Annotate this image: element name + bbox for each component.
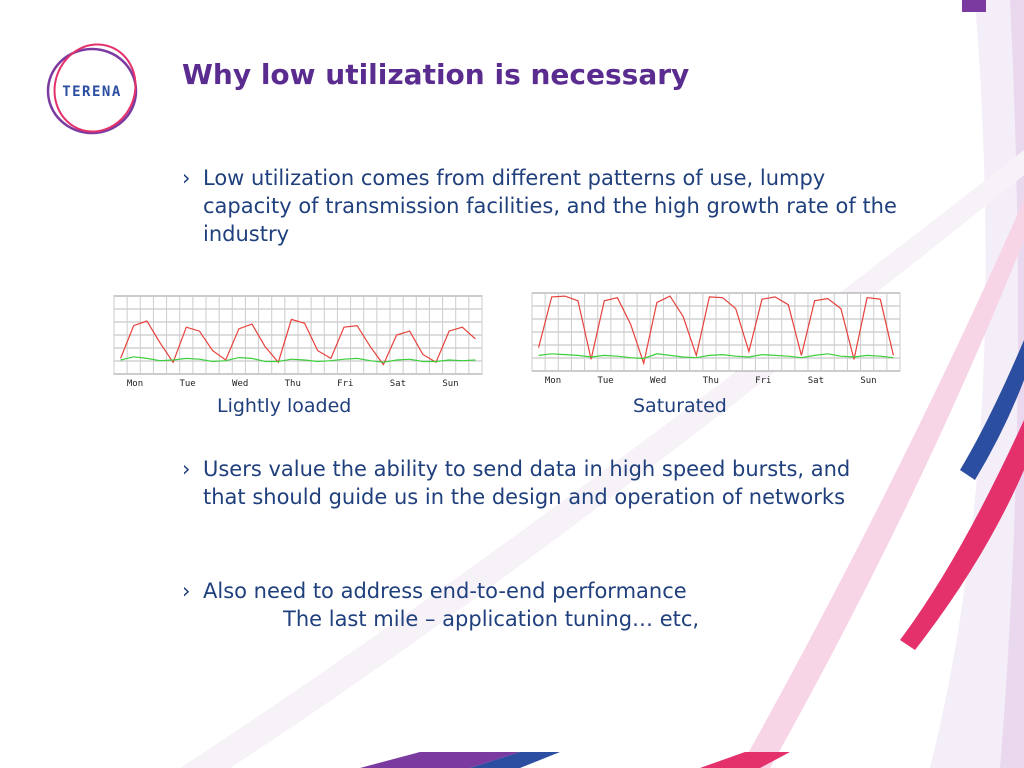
x-tick-label: Thu <box>703 376 719 386</box>
bullet-text: Also need to address end-to-end performa… <box>203 579 687 603</box>
x-tick-label: Wed <box>232 379 248 389</box>
swoosh <box>900 420 1024 650</box>
x-tick-label: Mon <box>127 379 143 389</box>
bullet: › Also need to address end-to-end perfor… <box>182 577 1003 633</box>
bullet-marker: › <box>182 579 191 603</box>
swoosh <box>1000 0 1024 768</box>
bullet-marker: › <box>182 457 191 481</box>
series-line <box>538 295 894 366</box>
logo-text: TERENA <box>62 84 122 100</box>
x-tick-label: Wed <box>650 376 666 386</box>
chart: Mon Tue Wed Thu Fri Sat Sun <box>531 292 901 386</box>
x-tick-label: Thu <box>285 379 301 389</box>
x-tick-label: Tue <box>597 376 613 386</box>
series-line <box>120 356 476 363</box>
logo: TERENA <box>46 43 138 135</box>
series-line <box>538 353 894 360</box>
chart: Mon Tue Wed Thu Fri Sat Sun <box>113 295 483 389</box>
x-tick-label: Mon <box>545 376 561 386</box>
logo-ring <box>53 43 137 133</box>
x-tick-label: Sun <box>860 376 876 386</box>
x-tick-label: Sat <box>390 379 406 389</box>
bullet-text: Low utilization comes from different pat… <box>203 166 897 246</box>
chart-caption: Saturated <box>633 395 727 417</box>
bullet-text: The last mile – application tuning… etc, <box>283 607 700 631</box>
slide-title: Why low utilization is necessary <box>182 58 690 91</box>
stripe <box>962 0 986 12</box>
bullet-text: Users value the ability to send data in … <box>203 457 851 509</box>
swoosh <box>960 340 1024 480</box>
x-tick-label: Tue <box>179 379 195 389</box>
x-tick-label: Sat <box>808 376 824 386</box>
x-tick-label: Sun <box>442 379 458 389</box>
x-tick-label: Fri <box>755 376 771 386</box>
stripe <box>700 752 790 768</box>
bullet: › Users value the ability to send data i… <box>182 455 883 511</box>
bullet-marker: › <box>182 166 191 190</box>
stripe <box>470 752 560 768</box>
stripe <box>360 752 520 768</box>
chart-caption: Lightly loaded <box>217 395 352 417</box>
series-line <box>120 318 476 366</box>
bullet: › Low utilization comes from different p… <box>182 164 903 248</box>
x-tick-label: Fri <box>337 379 353 389</box>
